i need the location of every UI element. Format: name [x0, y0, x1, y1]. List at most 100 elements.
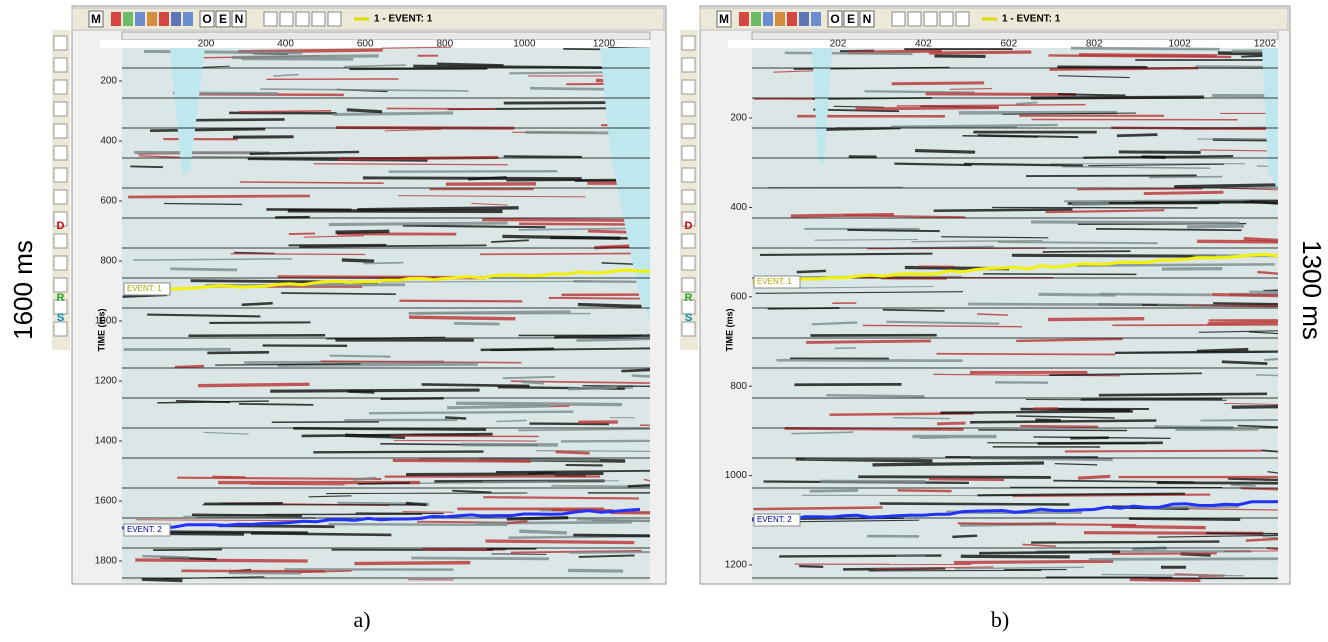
reflector: [1058, 94, 1125, 95]
reflector: [1065, 451, 1263, 452]
y-tick-label: 400: [100, 136, 117, 147]
reflector: [561, 441, 650, 442]
reflector: [797, 271, 826, 272]
reflector: [950, 89, 992, 90]
reflector: [387, 108, 496, 109]
reflector: [573, 535, 650, 536]
reflector: [621, 370, 650, 371]
y-axis-label: TIME (ms): [724, 308, 734, 351]
reflector: [288, 211, 503, 212]
y-tick-label: 600: [730, 291, 747, 302]
reflector: [872, 463, 1043, 465]
reflector: [777, 360, 963, 361]
reflector: [1112, 526, 1206, 527]
tool-icon: [763, 12, 773, 26]
tool-letter: E: [847, 12, 855, 26]
y-tick-label: 800: [730, 381, 747, 392]
x-tick-label: 1200: [593, 39, 616, 50]
reflector: [937, 354, 1116, 355]
reflector: [1228, 479, 1278, 480]
reflector: [1241, 488, 1278, 489]
tool-icon: [111, 12, 121, 26]
side-icon: [682, 102, 695, 116]
x-tick-label: 1000: [513, 39, 536, 50]
reflector: [799, 566, 823, 567]
reflector: [934, 209, 1073, 210]
reflector: [1208, 322, 1278, 323]
y-tick-label: 200: [100, 76, 117, 87]
tool-icon: [328, 12, 341, 26]
reflector: [1078, 476, 1110, 478]
reflector: [239, 404, 313, 405]
tool-icon: [940, 12, 953, 26]
reflector: [342, 260, 374, 261]
x-tick-label: 402: [915, 39, 932, 50]
reflector: [447, 406, 549, 408]
reflector: [1218, 53, 1267, 54]
side-icon: [682, 80, 695, 94]
side-icon: [682, 58, 695, 72]
reflector: [1200, 420, 1278, 421]
reflector: [1089, 559, 1278, 560]
reflector: [897, 490, 951, 491]
reflector: [181, 571, 325, 572]
reflector: [536, 451, 650, 452]
reflector: [894, 164, 971, 165]
reflector: [486, 541, 635, 543]
event-selector: 1 - EVENT: 1: [1002, 14, 1061, 25]
tool-letter: N: [235, 12, 244, 26]
event-label: EVENT: 2: [127, 525, 162, 534]
reflector: [330, 356, 391, 357]
reflector: [632, 376, 650, 377]
reflector: [865, 91, 975, 92]
reflector: [289, 233, 315, 234]
reflector: [144, 51, 302, 53]
reflector: [184, 119, 285, 120]
reflector: [358, 483, 410, 484]
reflector: [1212, 295, 1278, 296]
reflector: [577, 520, 650, 521]
x-tick-label: 202: [830, 39, 847, 50]
reflector: [239, 111, 331, 112]
reflector: [336, 231, 390, 232]
reflector: [954, 561, 1113, 562]
reflector: [496, 471, 650, 472]
reflector: [964, 164, 1083, 166]
reflector: [1149, 177, 1222, 178]
side-icon: [54, 80, 67, 94]
side-icon: [54, 102, 67, 116]
reflector: [164, 203, 242, 204]
reflector: [892, 83, 984, 84]
reflector: [549, 298, 650, 299]
reflector: [1249, 292, 1278, 293]
reflector: [232, 56, 379, 58]
side-icon: [54, 278, 67, 292]
x-tick-label: 800: [436, 39, 453, 50]
reflector: [1129, 519, 1240, 520]
reflector: [135, 560, 307, 561]
tool-icon: [159, 12, 169, 26]
reflector: [364, 263, 404, 264]
side-icon: [682, 146, 695, 160]
reflector: [242, 303, 273, 305]
reflector: [1262, 450, 1278, 451]
reflector: [578, 305, 642, 307]
header: [100, 40, 650, 48]
reflector: [1231, 485, 1256, 486]
tool-letter: M: [91, 12, 101, 26]
side-label: 1300 ms: [1297, 240, 1327, 340]
x-tick-label: 400: [277, 39, 294, 50]
reflector: [1112, 325, 1278, 326]
side-tool-letter: S: [57, 312, 64, 324]
side-icon: [682, 190, 695, 204]
event-selector: 1 - EVENT: 1: [374, 14, 433, 25]
reflector: [369, 412, 573, 414]
reflector: [281, 293, 396, 294]
reflector: [399, 301, 522, 302]
reflector: [978, 430, 1127, 431]
tool-icon: [171, 12, 181, 26]
side-icon: [54, 168, 67, 182]
y-tick-label: 1200: [95, 376, 118, 387]
reflector: [177, 478, 381, 479]
reflector: [356, 513, 444, 514]
